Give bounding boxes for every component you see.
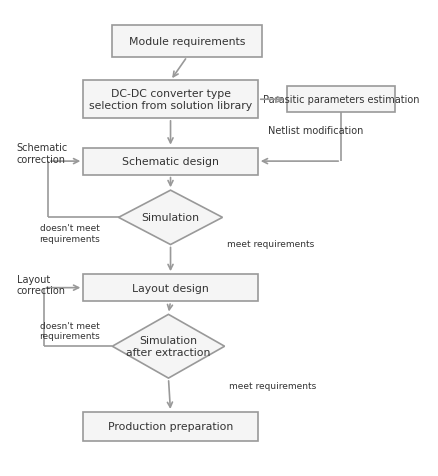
Bar [112, 26, 262, 58]
Text: meet requirements: meet requirements [229, 381, 316, 390]
Text: Schematic design: Schematic design [122, 157, 219, 167]
Text: meet requirements: meet requirements [227, 239, 314, 248]
Polygon shape [119, 191, 223, 245]
Text: Layout
correction: Layout correction [17, 274, 66, 296]
Bar [83, 148, 258, 175]
Text: Parasitic parameters estimation: Parasitic parameters estimation [263, 95, 419, 105]
Text: Simulation: Simulation [141, 213, 200, 223]
Text: Layout design: Layout design [132, 283, 209, 293]
Bar [83, 81, 258, 119]
Bar [83, 412, 258, 441]
Text: Production preparation: Production preparation [108, 421, 233, 431]
Text: Schematic
correction: Schematic correction [17, 143, 68, 165]
Text: Module requirements: Module requirements [129, 37, 245, 47]
Bar [287, 87, 395, 113]
Text: doesn't meet
requirements: doesn't meet requirements [39, 224, 100, 243]
Bar [83, 275, 258, 302]
Text: doesn't meet
requirements: doesn't meet requirements [39, 321, 100, 340]
Text: Netlist modification: Netlist modification [268, 126, 364, 136]
Text: DC-DC converter type
selection from solution library: DC-DC converter type selection from solu… [89, 89, 252, 111]
Text: Simulation
after extraction: Simulation after extraction [126, 336, 211, 357]
Polygon shape [112, 315, 225, 378]
